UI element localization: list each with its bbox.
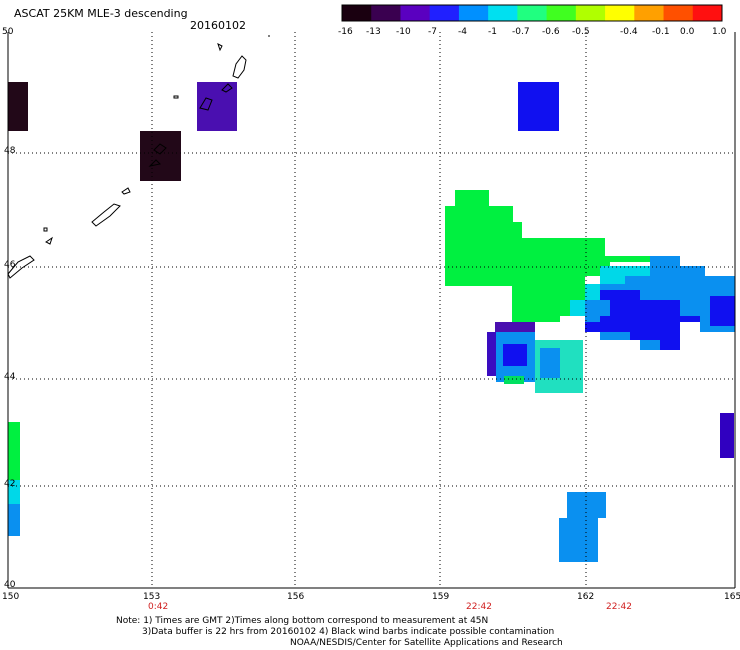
latitude-label: 50 [2, 27, 14, 37]
colorbar-swatch [605, 5, 635, 21]
data-cell [140, 131, 181, 181]
map-date: 20160102 [190, 19, 246, 32]
longitude-label: 159 [432, 592, 450, 602]
colorbar-swatch [575, 5, 606, 21]
longitude-label: 150 [2, 592, 20, 602]
colorbar-tick: -10 [396, 27, 411, 37]
longitude-label: 165 [724, 592, 740, 602]
colorbar-swatch [488, 5, 518, 21]
colorbar-swatch [342, 5, 372, 21]
data-cell [540, 348, 560, 378]
data-cell [8, 504, 20, 536]
data-cell [504, 376, 524, 384]
wind-data-cells [8, 82, 735, 562]
grid [8, 32, 735, 588]
longitude-label: 153 [143, 592, 161, 602]
latitude-label: 48 [4, 146, 16, 156]
coastline [7, 43, 247, 279]
colorbar-swatch [546, 5, 577, 21]
colorbar-tick: 0.0 [680, 27, 695, 37]
colorbar-swatch [634, 5, 665, 21]
latitude-label: 40 [4, 580, 16, 590]
data-cell [197, 82, 237, 131]
colorbar-tick: -16 [338, 27, 353, 37]
footnotes: Note: 1) Times are GMT 2)Times along bot… [116, 616, 563, 649]
footnote-line: NOAA/NESDIS/Center for Satellite Applica… [290, 638, 563, 648]
colorbar-tick: -7 [428, 27, 437, 37]
data-cell [720, 413, 734, 458]
colorbar-tick: 1.0 [712, 27, 727, 37]
data-cell [570, 266, 650, 316]
data-cell [8, 82, 28, 131]
colorbar-swatch [371, 5, 401, 21]
colorbar-swatch [400, 5, 431, 21]
colorbar-swatch [663, 5, 694, 21]
map-title: ASCAT 25KM MLE-3 descending [14, 7, 188, 20]
data-cell [487, 332, 496, 376]
time-label: 22:42 [606, 602, 632, 612]
footnote-line: Note: 1) Times are GMT 2)Times along bot… [116, 616, 489, 626]
latitude-label: 44 [4, 372, 16, 382]
data-cell [503, 344, 527, 366]
data-cell [445, 190, 650, 322]
data-cell [710, 296, 735, 326]
colorbar-tick: -13 [366, 27, 381, 37]
data-cell [585, 290, 700, 350]
data-cell [518, 82, 559, 131]
colorbar-swatch [429, 5, 460, 21]
time-label: 22:42 [466, 602, 492, 612]
colorbar-tick: -0.6 [542, 27, 560, 37]
longitude-label: 162 [577, 592, 595, 602]
axes [7, 32, 736, 589]
colorbar-tick: -0.4 [620, 27, 638, 37]
footnote-line: 3)Data buffer is 22 hrs from 20160102 4)… [142, 627, 555, 637]
colorbar-swatch [458, 5, 489, 21]
colorbar [341, 4, 723, 22]
colorbar-tick: -0.1 [652, 27, 670, 37]
longitude-label: 156 [287, 592, 305, 602]
colorbar-tick: -1 [488, 27, 497, 37]
latitude-label: 42 [4, 479, 16, 489]
colorbar-swatch [692, 5, 723, 21]
latitude-label: 46 [4, 260, 16, 270]
colorbar-tick: -4 [458, 27, 467, 37]
colorbar-tick: -0.5 [572, 27, 590, 37]
data-cell [495, 322, 535, 332]
data-cell [8, 422, 20, 480]
colorbar-swatch [517, 5, 548, 21]
time-label: 0:42 [148, 602, 169, 612]
colorbar-tick: -0.7 [512, 27, 530, 37]
data-cell [559, 492, 606, 562]
